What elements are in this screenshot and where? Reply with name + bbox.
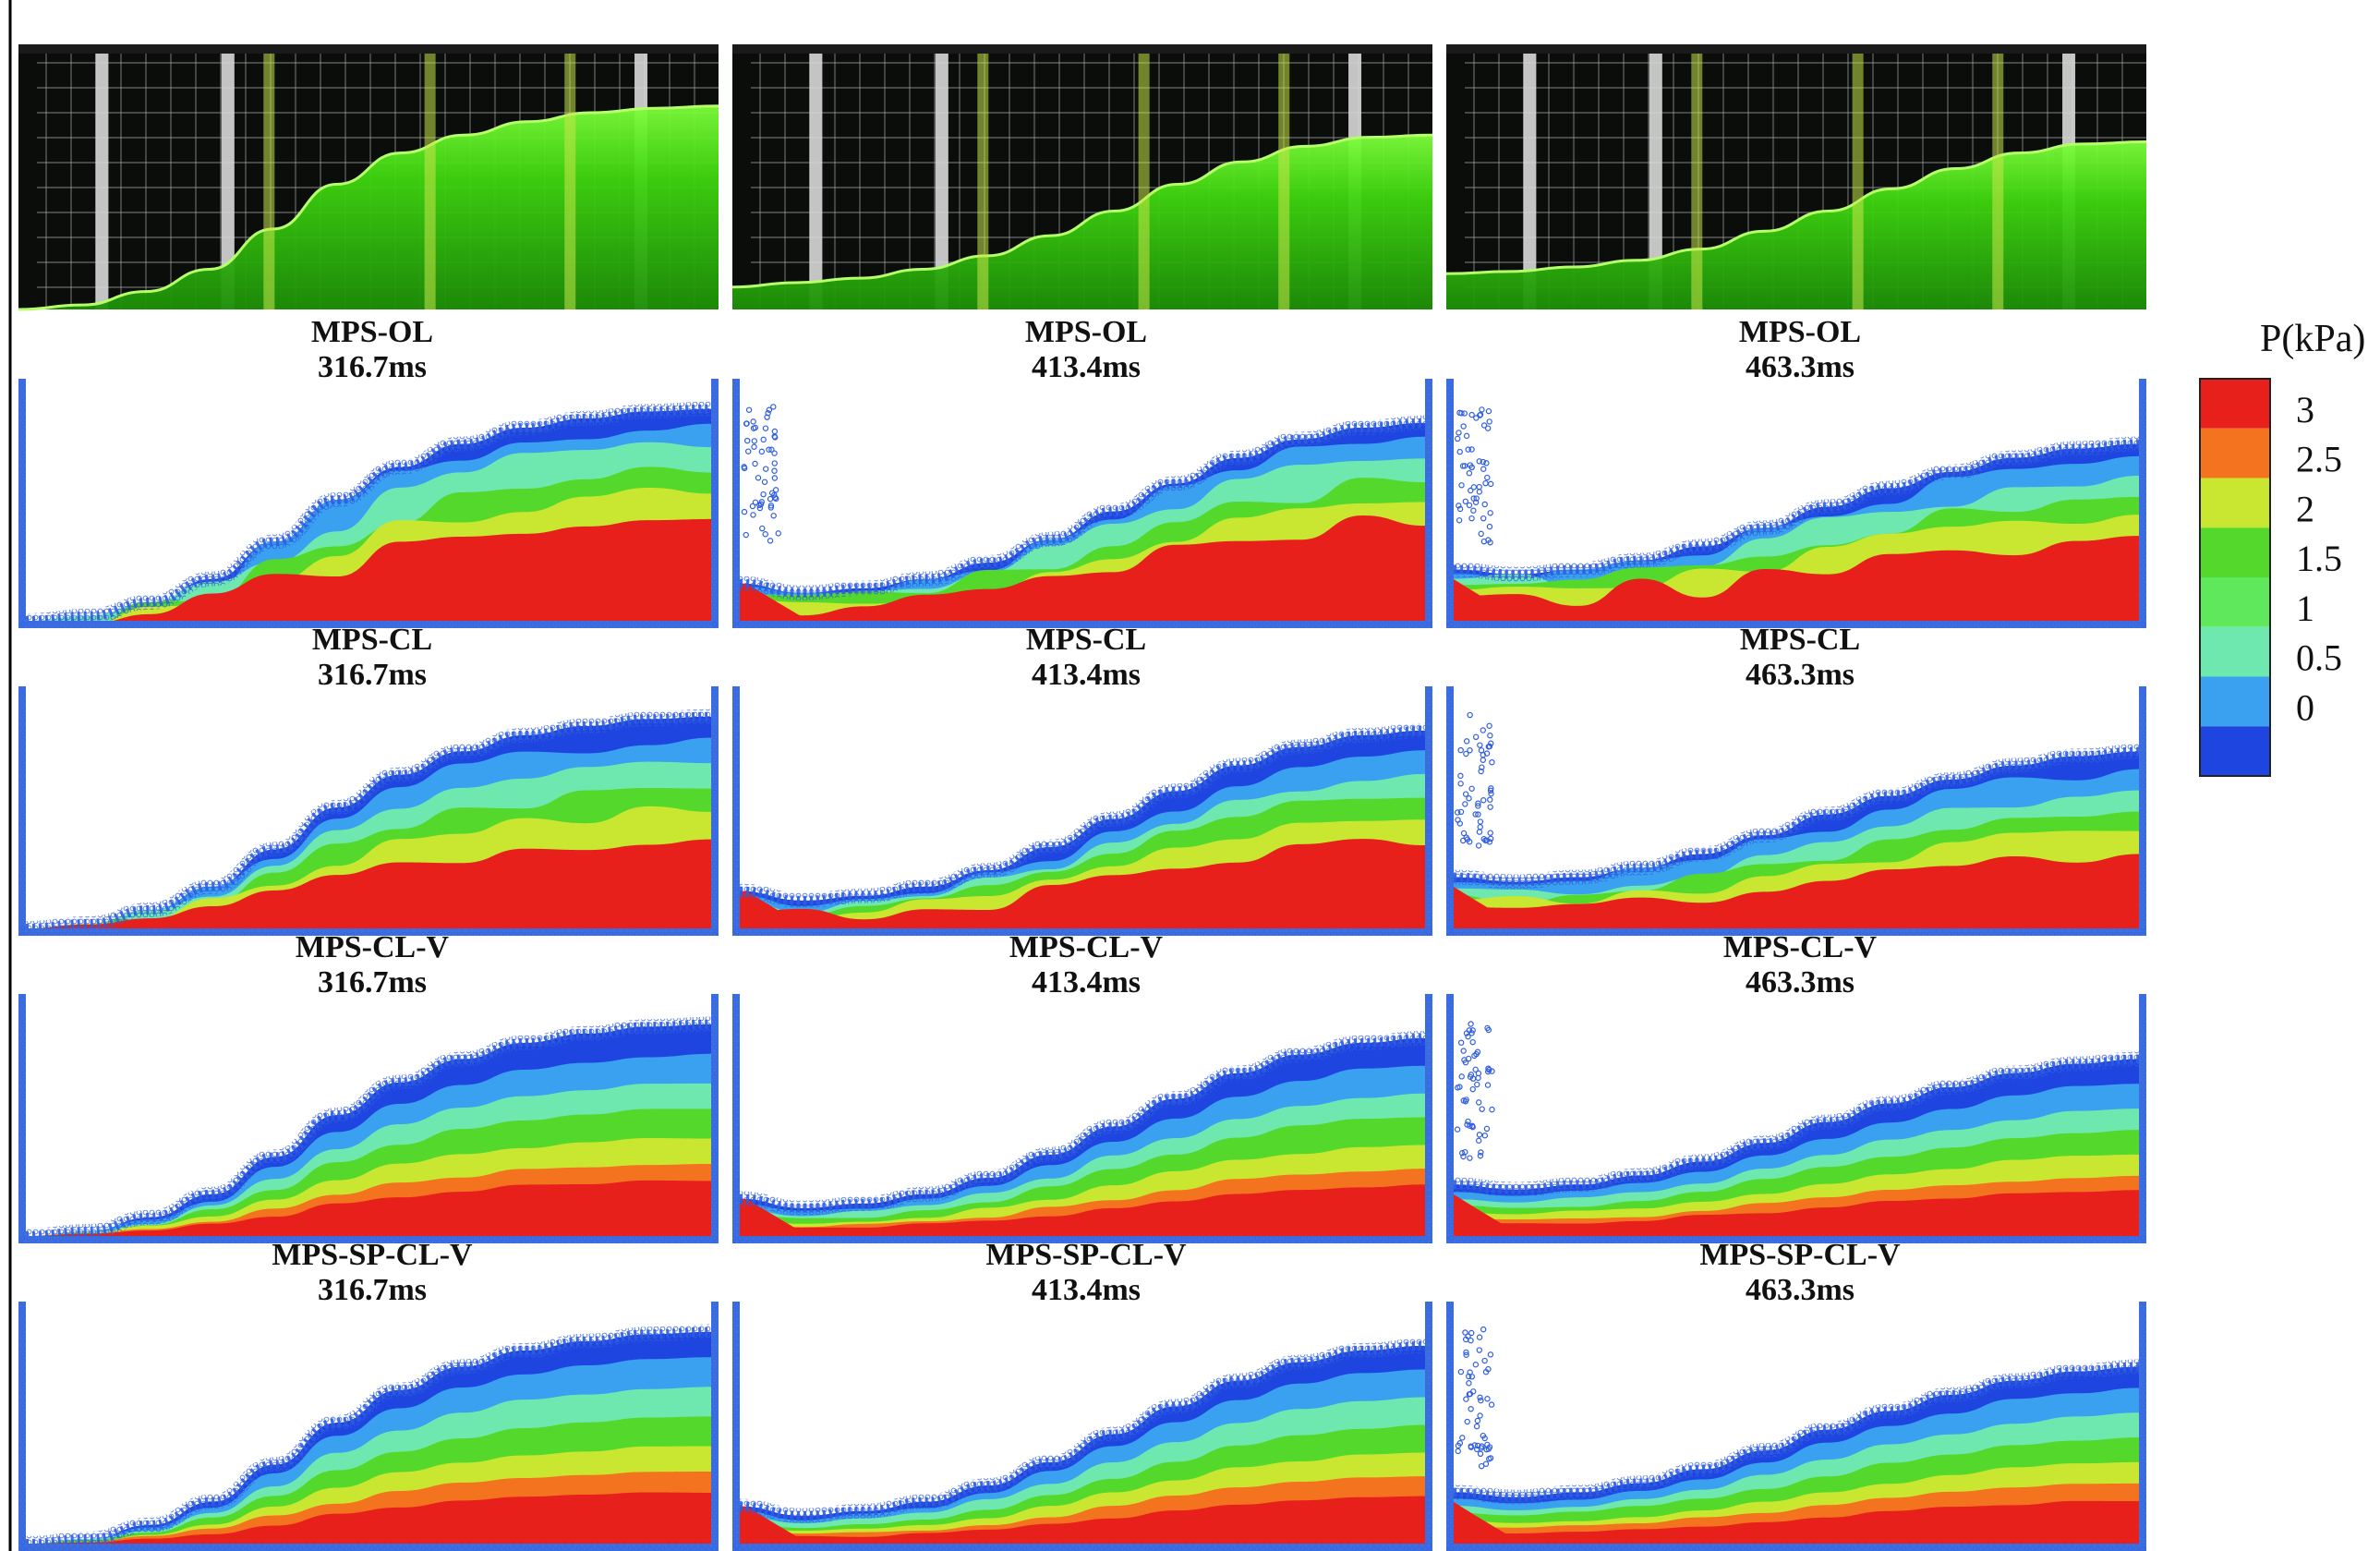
tank-walls (1446, 379, 2146, 628)
colorbar-tick-label: 1 (2296, 588, 2314, 629)
colorbar-tick-label: 2 (2296, 488, 2314, 529)
tank-walls (732, 994, 1432, 1243)
pressure-field (1454, 443, 2139, 621)
tank-walls (732, 1302, 1432, 1551)
panel-time-label: 463.3ms (1746, 350, 1854, 384)
panel-method-label: MPS-CL (312, 623, 432, 657)
colorbar-tick-label: 3 (2296, 389, 2314, 430)
tank-walls (1446, 994, 2146, 1243)
pressure-field (1454, 1059, 2139, 1236)
experiment-photo (1445, 44, 2147, 309)
simulation-grid: MPS-OL316.7msMPS-OL413.4msMPS-OL463.3msM… (18, 315, 2146, 1551)
colorbar-tick-label: 2.5 (2296, 439, 2342, 480)
panel-method-label: MPS-CL-V (296, 930, 450, 964)
panel-time-label: 316.7ms (318, 658, 427, 692)
panel-method-label: MPS-CL-V (1723, 930, 1878, 964)
pressure-field (740, 1037, 1425, 1236)
tank-walls (732, 379, 1432, 628)
panel-method-label: MPS-SP-CL-V (272, 1238, 473, 1272)
panel-time-label: 413.4ms (1032, 965, 1141, 1000)
panel-time-label: 413.4ms (1032, 658, 1141, 692)
pressure-field (1454, 751, 2139, 928)
panel-method-label: MPS-OL (311, 315, 433, 349)
colorbar-swatches (2199, 378, 2271, 777)
tank-walls (732, 686, 1432, 936)
tank-walls (1446, 1302, 2146, 1551)
colorbar-swatch (2200, 726, 2270, 776)
colorbar-ticks: 3 2.5 2 1.5 1 0.5 0 (2296, 389, 2342, 729)
water-surface (1445, 140, 2147, 275)
colorbar-swatch (2200, 428, 2270, 479)
panel-method-label: MPS-SP-CL-V (985, 1238, 1187, 1272)
colorbar-swatch (2200, 527, 2270, 577)
panel-time-label: 316.7ms (318, 350, 427, 384)
panel-method-label: MPS-OL (1025, 315, 1147, 349)
panel-time-label: 463.3ms (1746, 965, 1854, 1000)
water-body (732, 135, 1432, 309)
pressure-colorbar: P(kPa) 3 2.5 2 1.5 1 0.5 0 (2199, 318, 2365, 777)
pressure-field (1454, 1366, 2139, 1544)
splash-particles (1454, 1021, 1495, 1161)
splash-particles (1454, 711, 1495, 849)
water-body (18, 105, 719, 309)
panel-method-label: MPS-OL (1739, 315, 1861, 349)
water-body (1446, 141, 2146, 309)
colorbar-swatch (2200, 379, 2270, 429)
experiment-photo-row (18, 44, 2147, 311)
pressure-field (26, 408, 711, 621)
panel-method-label: MPS-CL-V (1009, 930, 1164, 964)
pressure-field (740, 730, 1425, 928)
experiment-photo (18, 44, 719, 311)
tank-walls (18, 379, 719, 628)
panel-method-label: MPS-CL (1026, 623, 1146, 657)
pressure-field (26, 716, 711, 928)
tank-walls (18, 994, 719, 1243)
splash-particles (741, 404, 781, 544)
panel-time-label: 463.3ms (1746, 658, 1854, 692)
splash-particles (1455, 1326, 1495, 1470)
colorbar-swatch (2200, 626, 2270, 677)
tank-walls (18, 686, 719, 936)
panel-method-label: MPS-CL (1740, 623, 1860, 657)
pressure-field (740, 1345, 1425, 1544)
colorbar-tick-label: 1.5 (2296, 538, 2342, 579)
pressure-field (26, 1331, 711, 1544)
experiment-photo (731, 44, 1433, 309)
tank-walls (1446, 686, 2146, 936)
panel-time-label: 413.4ms (1032, 1273, 1141, 1307)
panel-time-label: 413.4ms (1032, 350, 1141, 384)
panel-time-label: 463.3ms (1746, 1273, 1854, 1307)
colorbar-title: P(kPa) (2260, 318, 2365, 360)
colorbar-tick-label: 0.5 (2296, 637, 2342, 679)
pressure-field (740, 422, 1425, 621)
panel-method-label: MPS-SP-CL-V (1699, 1238, 1901, 1272)
water-surface (18, 104, 719, 311)
colorbar-swatch (2200, 676, 2270, 727)
colorbar-swatch (2200, 478, 2270, 528)
pressure-field (26, 1024, 711, 1236)
colorbar-swatch (2200, 577, 2270, 627)
panel-time-label: 316.7ms (318, 965, 427, 1000)
water-surface (731, 133, 1433, 289)
colorbar-tick-label: 0 (2296, 686, 2314, 728)
panel-time-label: 316.7ms (318, 1273, 427, 1307)
tank-walls (18, 1302, 719, 1551)
splash-particles (1454, 406, 1494, 546)
colorbar-frame (2199, 378, 2271, 777)
